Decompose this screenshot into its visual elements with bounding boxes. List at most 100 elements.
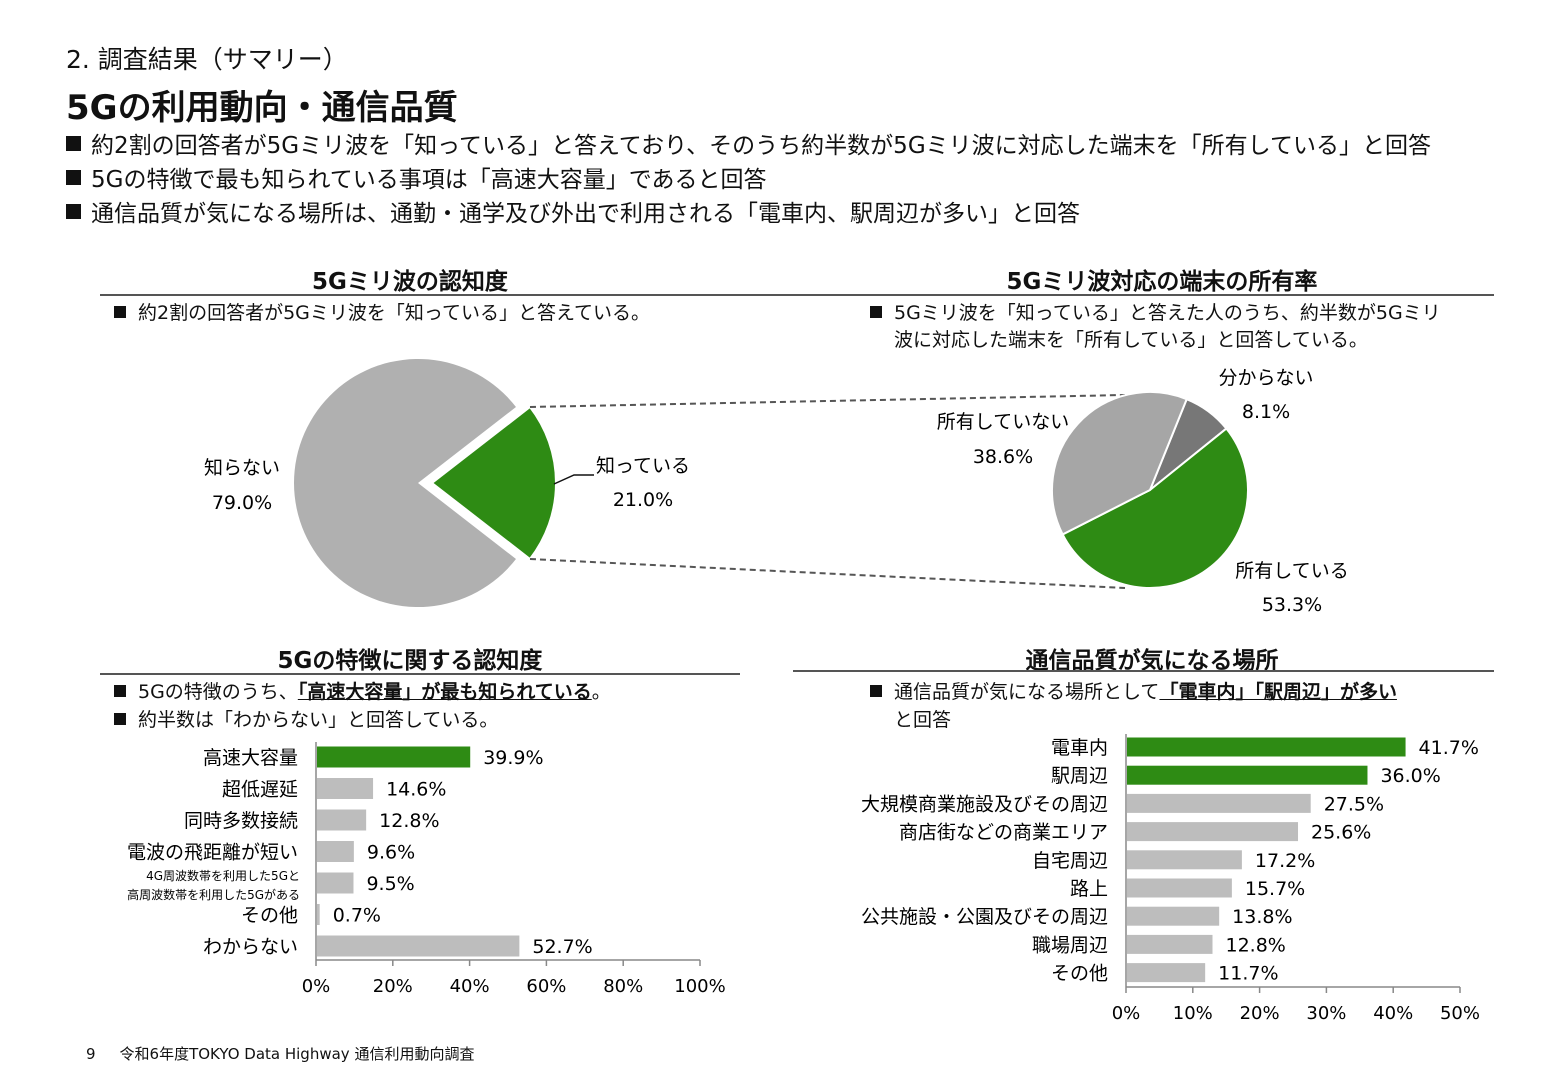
- locations-divider: [793, 670, 1494, 672]
- feature-bar: [317, 904, 320, 925]
- feature-x-tick-label: 20%: [373, 976, 413, 997]
- features-divider: [100, 673, 740, 675]
- location-bar: [1127, 765, 1368, 785]
- location-category-label: 公共施設・公園及びその周辺: [861, 906, 1108, 928]
- location-value-label: 11.7%: [1218, 963, 1278, 985]
- ownership-panel-title: 5Gミリ波対応の端末の所有率: [1006, 269, 1318, 295]
- bullet-square-icon: [114, 713, 126, 725]
- pie-slice-not-owned: [1051, 391, 1189, 536]
- location-bar: [1127, 822, 1299, 842]
- location-bar: [1127, 737, 1406, 757]
- location-x-tick-label: 20%: [1240, 1003, 1280, 1024]
- feature-value-label: 39.9%: [483, 747, 543, 769]
- feature-value-label: 14.6%: [386, 779, 446, 801]
- location-value-label: 12.8%: [1226, 934, 1286, 956]
- connector-line-top: [529, 394, 1126, 408]
- location-value-label: 17.2%: [1255, 850, 1315, 872]
- locations-note: 通信品質が気になる場所として「電車内」「駅周辺」が多い: [870, 677, 1397, 708]
- location-x-tick-label: 0%: [1112, 1003, 1141, 1024]
- bullet-text: 通信品質が気になる場所は、通勤・通学及び外出で利用される「電車内、駅周辺が多い」…: [91, 201, 1080, 227]
- location-value-label: 13.8%: [1232, 906, 1292, 928]
- ownership-note-line2: 波に対応した端末を「所有している」と回答している。: [894, 329, 1368, 351]
- pie-label-unknown: 分からない: [1218, 367, 1313, 389]
- feature-category-label: 同時多数接続: [184, 810, 298, 832]
- pie-value-owned: 53.3%: [1262, 594, 1322, 616]
- feature-value-label: 0.7%: [333, 905, 381, 927]
- location-bar: [1127, 878, 1232, 898]
- features-note: 5Gの特徴のうち、「高速大容量」が最も知られている。: [114, 677, 611, 708]
- location-bar: [1127, 934, 1213, 954]
- bullet-square-icon: [870, 685, 882, 697]
- location-value-label: 36.0%: [1380, 765, 1440, 787]
- summary-bullet: 通信品質が気になる場所は、通勤・通学及び外出で利用される「電車内、駅周辺が多い」…: [66, 194, 1080, 228]
- location-category-label: 駅周辺: [1051, 765, 1108, 787]
- awareness-note: 約2割の回答者が5Gミリ波を「知っている」と答えている。: [114, 298, 650, 329]
- bullet-square-icon: [66, 204, 81, 219]
- feature-category-label: 電波の飛距離が短い: [127, 842, 298, 864]
- pie-value-shitteiru: 21.0%: [613, 489, 673, 511]
- top-divider: [100, 294, 1494, 296]
- footer: 9 令和6年度TOKYO Data Highway 通信利用動向調査: [86, 1043, 474, 1064]
- feature-bar: [317, 778, 374, 799]
- locations-note-line2: と回答: [894, 709, 952, 731]
- location-x-tick-label: 30%: [1306, 1003, 1346, 1024]
- pie-label-shitteiru: 知っている: [596, 455, 690, 477]
- location-bar: [1127, 963, 1206, 983]
- location-category-label: 商店街などの商業エリア: [899, 822, 1108, 844]
- awareness-panel-title: 5Gミリ波の認知度: [312, 269, 508, 295]
- location-bar: [1127, 906, 1220, 926]
- pie-value-not-owned: 38.6%: [973, 446, 1033, 468]
- location-category-label: その他: [1051, 963, 1108, 985]
- feature-bar: [317, 935, 520, 957]
- feature-value-label: 9.6%: [367, 842, 415, 864]
- summary-bullet: 5Gの特徴で最も知られている事項は「高速大容量」であると回答: [66, 160, 767, 194]
- bullet-text: 約2割の回答者が5Gミリ波を「知っている」と答えており、そのうち約半数が5Gミリ…: [91, 133, 1431, 159]
- feature-x-tick-label: 0%: [302, 976, 331, 997]
- feature-bar: [317, 746, 471, 768]
- bullet-square-icon: [66, 170, 81, 185]
- location-category-label: 自宅周辺: [1032, 850, 1108, 872]
- feature-value-label: 12.8%: [379, 810, 439, 832]
- location-x-tick-label: 40%: [1373, 1003, 1413, 1024]
- pie-value-unknown: 8.1%: [1242, 401, 1290, 423]
- ownership-note: 5Gミリ波を「知っている」と答えた人のうち、約半数が5Gミリ: [870, 298, 1441, 329]
- location-bar: [1127, 850, 1242, 870]
- location-value-label: 15.7%: [1245, 878, 1305, 900]
- feature-bar: [317, 841, 354, 862]
- feature-category-label: 高周波数帯を利用した5Gがある: [127, 887, 300, 902]
- bullet-square-icon: [114, 306, 126, 318]
- bullet-square-icon: [114, 685, 126, 697]
- feature-category-label: 高速大容量: [203, 747, 298, 769]
- feature-x-tick-label: 100%: [674, 976, 725, 997]
- location-category-label: 職場周辺: [1032, 934, 1108, 956]
- location-category-label: 大規模商業施設及びその周辺: [861, 793, 1108, 815]
- leader-line-shitteiru: [553, 474, 594, 485]
- feature-bar: [317, 872, 354, 894]
- location-category-label: 電車内: [1051, 737, 1108, 759]
- feature-category-label: その他: [241, 905, 298, 927]
- location-bar: [1127, 793, 1311, 813]
- connector-line-bottom: [529, 558, 1126, 589]
- bullet-text: 5Gの特徴で最も知られている事項は「高速大容量」であると回答: [91, 167, 767, 193]
- pie-label-not-owned: 所有していない: [937, 411, 1069, 433]
- pie-label-shiranai: 知らない: [204, 457, 280, 479]
- feature-bar: [317, 809, 367, 831]
- feature-x-tick-label: 40%: [450, 976, 490, 997]
- feature-category-label: 4G周波数帯を利用した5Gと: [146, 868, 300, 883]
- feature-x-tick-label: 80%: [603, 976, 643, 997]
- pie-label-owned: 所有している: [1235, 560, 1348, 582]
- location-x-tick-label: 10%: [1173, 1003, 1213, 1024]
- location-value-label: 41.7%: [1419, 737, 1479, 759]
- feature-value-label: 52.7%: [532, 936, 592, 958]
- section-heading: 2. 調査結果（サマリー）: [66, 45, 348, 74]
- location-x-tick-label: 50%: [1440, 1003, 1480, 1024]
- feature-category-label: わからない: [203, 936, 298, 958]
- summary-bullet: 約2割の回答者が5Gミリ波を「知っている」と答えており、そのうち約半数が5Gミリ…: [66, 126, 1431, 160]
- location-value-label: 25.6%: [1311, 822, 1371, 844]
- bullet-square-icon: [66, 136, 81, 151]
- footer-source: 令和6年度TOKYO Data Highway 通信利用動向調査: [119, 1045, 475, 1063]
- page-number: 9: [86, 1045, 96, 1063]
- feature-category-label: 超低遅延: [222, 779, 298, 801]
- feature-x-tick-label: 60%: [526, 976, 566, 997]
